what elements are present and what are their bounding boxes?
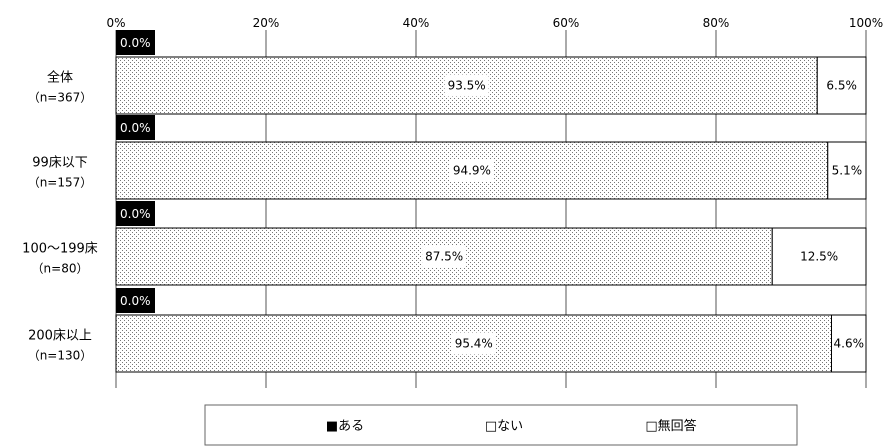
data-label-box bbox=[116, 288, 155, 313]
category-count: （n=367） bbox=[28, 91, 93, 105]
y-axis-labels: 全体 （n=367） 99床以下 （n=157） 100～199床 （n=80） 200床以… bbox=[22, 70, 98, 363]
data-label: 87.5% bbox=[425, 250, 463, 264]
bar-segment bbox=[771, 227, 867, 286]
data-label: 0.0% bbox=[120, 121, 151, 135]
data-label: 0.0% bbox=[120, 36, 151, 50]
data-label-box bbox=[451, 332, 496, 355]
bars: 0.0% 93.5% 6.5% 0.0% 94.9% 5.1% 0.0% 87.5% 12.5%… bbox=[115, 30, 867, 373]
category-label: 99床以下 bbox=[32, 156, 88, 171]
data-label-box bbox=[116, 30, 155, 55]
data-label-box bbox=[449, 159, 494, 182]
legend-box bbox=[204, 404, 798, 446]
x-tick-label: 60% bbox=[553, 16, 580, 30]
category-count: （n=157） bbox=[28, 176, 93, 190]
category-count: （n=130） bbox=[28, 349, 93, 363]
data-label: 4.6% bbox=[834, 337, 865, 351]
bar-segment bbox=[831, 314, 867, 373]
category-label: 200床以上 bbox=[28, 329, 92, 344]
data-label-box bbox=[444, 74, 489, 97]
data-label: 0.0% bbox=[120, 294, 151, 308]
data-label-box bbox=[116, 201, 155, 226]
data-label: 5.1% bbox=[832, 164, 863, 178]
x-tick-label: 40% bbox=[403, 16, 430, 30]
legend-item: ■ある bbox=[326, 419, 364, 434]
data-label-box bbox=[422, 245, 467, 268]
category-label: 全体 bbox=[47, 70, 73, 86]
data-label: 12.5% bbox=[800, 250, 838, 264]
legend-item: □ない bbox=[485, 419, 523, 434]
x-tick-label: 20% bbox=[253, 16, 280, 30]
x-tick-label: 80% bbox=[703, 16, 730, 30]
data-label: 0.0% bbox=[120, 207, 151, 221]
data-label-box bbox=[116, 115, 155, 140]
x-tick-label: 0% bbox=[106, 16, 125, 30]
data-label: 93.5% bbox=[448, 79, 486, 93]
data-label: 6.5% bbox=[826, 79, 857, 93]
x-tick-label: 100% bbox=[849, 16, 883, 30]
data-label: 94.9% bbox=[453, 164, 491, 178]
legend-item: □無回答 bbox=[645, 418, 696, 434]
x-axis-ticks: 0% 20% 40% 60% 80% 100% bbox=[106, 16, 883, 30]
category-label: 100～199床 bbox=[22, 242, 98, 257]
bar-segment bbox=[827, 141, 867, 200]
legend: ■ある □ない □無回答 bbox=[204, 404, 798, 446]
data-label: 95.4% bbox=[455, 337, 493, 351]
bar-segment bbox=[816, 56, 867, 115]
category-count: （n=80） bbox=[32, 262, 89, 276]
